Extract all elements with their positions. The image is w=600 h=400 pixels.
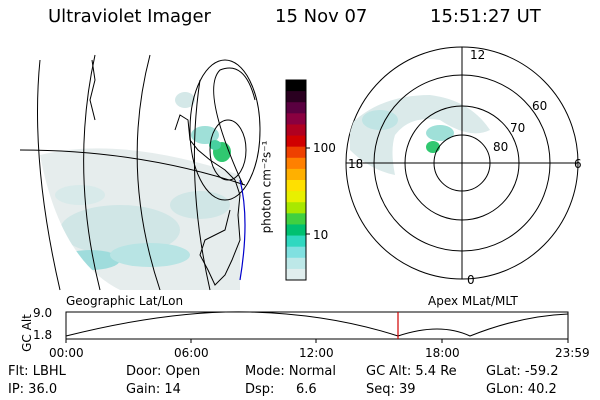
- polar-lat-80: 80: [493, 140, 509, 154]
- colorbar-band: [286, 80, 306, 92]
- instrument-title: Ultraviolet Imager: [48, 6, 211, 27]
- altitude-ytick-9: 9.0: [33, 306, 53, 320]
- colorbar-band: [286, 168, 306, 181]
- polar-emission: [350, 95, 490, 175]
- colorbar-band: [286, 224, 306, 237]
- aurora-patch: [209, 140, 221, 150]
- aurora-patch: [191, 126, 219, 144]
- altitude-xtick: 06:00: [174, 346, 209, 360]
- altitude-plot: [65, 311, 569, 343]
- door-info: Door: Open: [126, 364, 201, 379]
- coastline: [89, 59, 96, 121]
- coastline: [174, 114, 241, 286]
- gain-info: Gain: 14: [126, 382, 181, 397]
- colorbar-band: [286, 180, 306, 192]
- colorbar-band: [286, 213, 306, 225]
- polar-lat-60: 60: [532, 99, 548, 113]
- altitude-ylabel: GC Alt: [19, 314, 34, 352]
- polar-plot: [345, 46, 579, 280]
- mode-info: Mode: Normal: [245, 364, 336, 379]
- glon-info: GLon: 40.2: [486, 382, 557, 397]
- colorbar-band: [286, 268, 306, 281]
- polar-mlt-18: 18: [348, 157, 364, 171]
- polar-grid: [346, 47, 578, 279]
- colorbar-band: [286, 202, 306, 214]
- aurora-patch: [175, 92, 195, 108]
- colorbar-tick-10: 10: [313, 228, 329, 242]
- seq-info: Seq: 39: [366, 382, 416, 397]
- altitude-xtick: 18:00: [425, 346, 460, 360]
- lat-lon-grid: [19, 54, 261, 291]
- colorbar-band: [286, 246, 306, 259]
- date-label: 15 Nov 07: [275, 6, 368, 27]
- colorbar-band: [286, 91, 306, 103]
- altitude-xtick: 00:00: [49, 346, 84, 360]
- polar-mlt-0: 0: [467, 273, 475, 287]
- glat-info: GLat: -59.2: [486, 364, 559, 379]
- terminator-line: [239, 179, 246, 281]
- colorbar-band: [286, 124, 306, 137]
- colorbar-band: [286, 135, 306, 148]
- dsp-label: Dsp:: [245, 382, 275, 397]
- filter-info: Flt: LBHL: [8, 364, 66, 379]
- polar-mlt-12: 12: [470, 48, 486, 62]
- colorbar-band: [286, 157, 306, 170]
- geographic-image-panel: [19, 54, 261, 291]
- colorbar-unit-label: photon cm⁻²s⁻¹: [259, 140, 274, 234]
- colorbar-band: [286, 113, 306, 125]
- polar-lat-70: 70: [510, 121, 526, 135]
- polar-mlt-6: 6: [574, 157, 582, 171]
- geographic-caption: Geographic Lat/Lon: [66, 294, 184, 308]
- colorbar-band: [286, 102, 306, 114]
- altitude-xtick: 12:00: [299, 346, 334, 360]
- color-scale-bar: [285, 79, 310, 281]
- colorbar-tick-100: 100: [313, 141, 336, 155]
- time-label: 15:51:27 UT: [430, 6, 541, 27]
- colorbar-band: [286, 257, 306, 270]
- altitude-ytick-1-8: 1.8: [33, 328, 53, 342]
- ip-info: IP: 36.0: [8, 382, 58, 397]
- colorbar-band: [286, 146, 306, 159]
- colorbar-band: [286, 235, 306, 248]
- altitude-curve: [65, 311, 569, 337]
- dsp-value: 6.6: [296, 382, 317, 397]
- colorbar-band: [286, 191, 306, 203]
- gc-alt-info: GC Alt: 5.4 Re: [366, 364, 457, 379]
- altitude-xtick: 23:59: [555, 346, 590, 360]
- apex-caption: Apex MLat/MLT: [428, 294, 518, 308]
